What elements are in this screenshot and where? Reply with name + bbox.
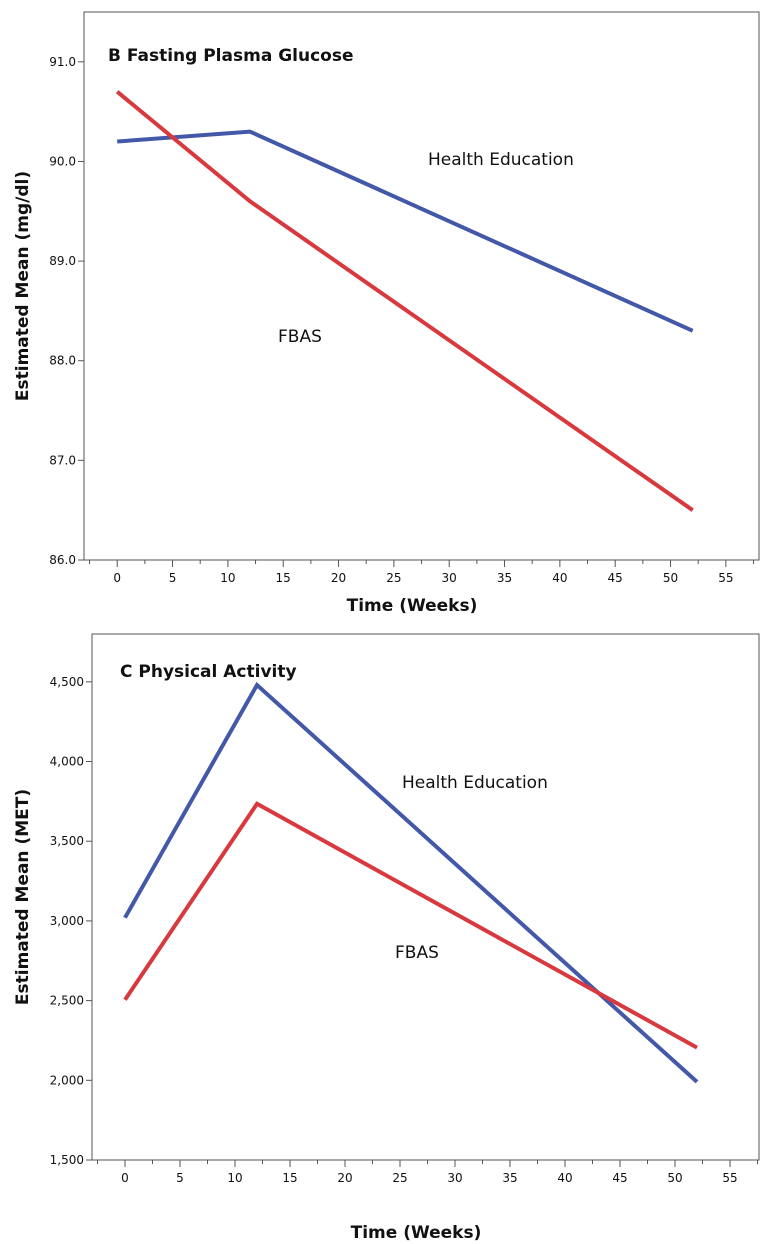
- x-tick-label: 20: [331, 571, 346, 585]
- x-tick-label: 45: [608, 571, 623, 585]
- series-label: FBAS: [395, 943, 439, 963]
- x-tick-label: 5: [176, 1171, 184, 1185]
- y-tick-label: 3,000: [50, 914, 84, 928]
- y-tick-label: 86.0: [49, 553, 76, 567]
- chart-title: C Physical Activity: [120, 662, 297, 682]
- series-line-health-education: [117, 129, 694, 333]
- x-axis-title: Time (Weeks): [351, 1223, 482, 1243]
- y-axis-title: Estimated Mean (mg/dl): [13, 171, 33, 401]
- x-tick-label: 50: [667, 1171, 682, 1185]
- x-tick-label: 25: [392, 1171, 407, 1185]
- x-tick-label: 55: [718, 571, 733, 585]
- x-tick-label: 55: [722, 1171, 737, 1185]
- x-tick-label: 25: [386, 571, 401, 585]
- y-tick-label: 88.0: [49, 354, 76, 368]
- plot-frame: [83, 11, 760, 561]
- x-tick-label: 35: [502, 1171, 517, 1185]
- plot-frame: [91, 633, 760, 1161]
- y-tick-label: 90.0: [49, 154, 76, 168]
- chart-title: B Fasting Plasma Glucose: [108, 46, 354, 66]
- series-line-fbas: [115, 90, 694, 512]
- series-label: Health Education: [402, 773, 548, 793]
- series-line-health-education: [123, 681, 699, 1084]
- x-tick-label: 15: [276, 571, 291, 585]
- x-tick-label: 30: [442, 571, 457, 585]
- x-tick-label: 35: [497, 571, 512, 585]
- x-tick-label: 10: [220, 571, 235, 585]
- x-tick-label: 0: [113, 571, 121, 585]
- x-tick-label: 10: [227, 1171, 242, 1185]
- x-tick-label: 40: [552, 571, 567, 585]
- x-tick-label: 40: [557, 1171, 572, 1185]
- y-tick-label: 87.0: [49, 453, 76, 467]
- y-tick-label: 2,000: [50, 1073, 84, 1087]
- y-tick-label: 4,500: [50, 675, 84, 689]
- x-tick-label: 45: [612, 1171, 627, 1185]
- x-tick-label: 0: [121, 1171, 129, 1185]
- series-line-fbas: [123, 801, 698, 1050]
- panel-b-fasting-plasma-glucose: 0 5 10 15 20 25 30 35 40 45 50 55 86.0 87.0 88.0 89.0 90…: [13, 11, 760, 616]
- y-tick-label: 91.0: [49, 55, 76, 69]
- y-axis-title: Estimated Mean (MET): [13, 789, 33, 1005]
- y-tick-label: 2,500: [50, 994, 84, 1008]
- x-tick-label: 50: [663, 571, 678, 585]
- y-tick-label: 3,500: [50, 834, 84, 848]
- series-label: Health Education: [428, 150, 574, 170]
- y-tick-label: 1,500: [50, 1153, 84, 1167]
- x-tick-label: 20: [337, 1171, 352, 1185]
- y-tick-label: 89.0: [49, 254, 76, 268]
- x-tick-label: 15: [282, 1171, 297, 1185]
- y-tick-label: 4,000: [50, 755, 84, 769]
- x-tick-label: 5: [169, 571, 177, 585]
- panel-c-physical-activity: 0 5 10 15 20 25 30 35 40 45 50 55 1,500 2,000 2,500 3,0…: [13, 633, 760, 1243]
- series-label: FBAS: [278, 327, 322, 347]
- x-tick-label: 30: [447, 1171, 462, 1185]
- x-axis-title: Time (Weeks): [347, 596, 478, 616]
